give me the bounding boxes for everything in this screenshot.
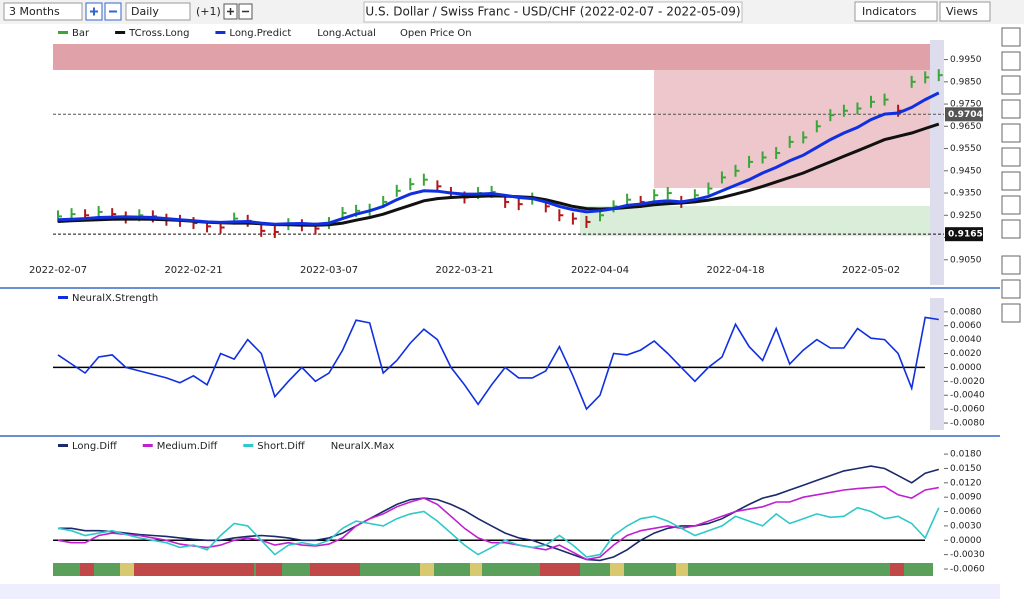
scrollbar[interactable] (930, 40, 944, 285)
price-label-box (945, 107, 983, 122)
chart-title: U.S. Dollar / Swiss Franc - USD/CHF (202… (365, 5, 740, 19)
y-tick-label: 0.0180 (950, 450, 982, 460)
x-tick-label: 2022-02-21 (164, 265, 222, 276)
zoom-icons (90, 7, 117, 16)
y-tick-label: 0.0150 (950, 464, 982, 474)
x-tick-label: 2022-02-07 (29, 265, 87, 276)
support-zone (580, 206, 943, 236)
legend-label: Medium.Diff (157, 441, 219, 452)
y-tick-label: 0.9250 (950, 211, 982, 221)
tool-button[interactable] (1001, 75, 1021, 95)
y-tick-label: 0.0020 (950, 349, 982, 359)
y-tick-label: 0.0060 (950, 321, 982, 331)
y-tick-label: -0.0020 (950, 377, 985, 387)
price-label: 0.9704 (948, 110, 983, 120)
tool-button[interactable] (1001, 195, 1021, 215)
tool-column (1001, 27, 1021, 323)
series-line (57, 485, 939, 561)
y-tick-label: 0.9750 (950, 100, 982, 110)
views-button[interactable] (939, 1, 991, 22)
tool-button[interactable] (1001, 123, 1021, 143)
tool-button[interactable] (1001, 51, 1021, 71)
series-line (57, 316, 939, 411)
price-label: 0.9165 (948, 230, 983, 240)
x-tick-label: 2022-03-07 (300, 265, 358, 276)
tool-button[interactable] (1001, 171, 1021, 191)
offset-label: (+1) (196, 5, 221, 18)
legend-label: Long.Predict (229, 28, 291, 39)
legend-swatch (215, 31, 226, 34)
period-select[interactable] (3, 2, 83, 21)
y-tick-label: -0.0080 (950, 419, 985, 429)
legend-label: TCross.Long (128, 28, 189, 39)
y-tick-label: 0.9850 (950, 77, 982, 87)
projection-zone (654, 70, 943, 188)
interval-select[interactable] (125, 2, 191, 21)
tool-button[interactable] (1001, 255, 1021, 275)
tool-button[interactable] (1001, 279, 1021, 299)
tool-button[interactable] (1001, 27, 1021, 47)
price-label-box (945, 227, 983, 242)
y-tick-label: 0.0120 (950, 478, 982, 488)
y-tick-label: 0.0040 (950, 335, 982, 345)
y-tick-label: -0.0030 (950, 550, 985, 560)
legend-label: NeuralX.Max (331, 441, 395, 452)
y-tick-label: 0.0000 (950, 363, 982, 373)
legend-swatch (58, 296, 68, 299)
series-line (57, 506, 940, 558)
y-tick-label: 0.0080 (950, 307, 982, 317)
series-line (58, 465, 940, 562)
legend-label: Long.Diff (72, 441, 118, 452)
legend-label: Short.Diff (257, 441, 305, 452)
neuralx-max-strip (53, 563, 933, 576)
y-tick-label: 0.9050 (950, 255, 982, 265)
legend-label: Open Price On (400, 28, 472, 39)
legend-label: Bar (72, 28, 90, 39)
x-tick-label: 2022-05-02 (842, 265, 900, 276)
legend-swatch (58, 31, 68, 34)
y-tick-label: 0.9650 (950, 122, 982, 132)
y-tick-label: 0.9550 (950, 144, 982, 154)
tool-button[interactable] (1001, 99, 1021, 119)
legend-swatch (58, 444, 68, 447)
indicators-button[interactable] (854, 1, 938, 22)
legend-swatch (115, 31, 126, 34)
y-tick-label: 0.9450 (950, 166, 982, 176)
tool-button[interactable] (1001, 303, 1021, 323)
y-tick-label: 0.0060 (950, 507, 982, 517)
scrollbar[interactable] (930, 298, 944, 430)
y-tick-label: 0.0030 (950, 521, 982, 531)
horizontal-scrollbar[interactable] (0, 584, 1000, 599)
legend-swatch (243, 444, 254, 447)
tool-button[interactable] (1001, 219, 1021, 239)
x-tick-label: 2022-04-04 (571, 265, 629, 276)
y-tick-label: -0.0060 (950, 405, 985, 415)
x-tick-label: 2022-04-18 (706, 265, 764, 276)
series-line (57, 91, 940, 226)
period-label: 3 Months (9, 5, 60, 18)
tool-button[interactable] (1001, 147, 1021, 167)
interval-label: Daily (131, 5, 159, 18)
views-label: Views (946, 5, 978, 18)
indicators-label: Indicators (862, 5, 917, 18)
title-box (363, 1, 743, 23)
y-tick-label: 0.9950 (950, 55, 982, 65)
y-tick-label: 0.9350 (950, 189, 982, 199)
legend-label: NeuralX.Strength (72, 293, 158, 304)
legend-label: Long.Actual (317, 28, 376, 39)
resistance-zone (53, 44, 943, 70)
y-tick-label: -0.0040 (950, 391, 985, 401)
y-tick-label: 0.0090 (950, 493, 982, 503)
x-tick-label: 2022-03-21 (435, 265, 493, 276)
y-tick-label: -0.0060 (950, 564, 985, 574)
y-tick-label: 0.0000 (950, 536, 982, 546)
legend-swatch (142, 444, 153, 447)
offset-icons (227, 8, 249, 15)
